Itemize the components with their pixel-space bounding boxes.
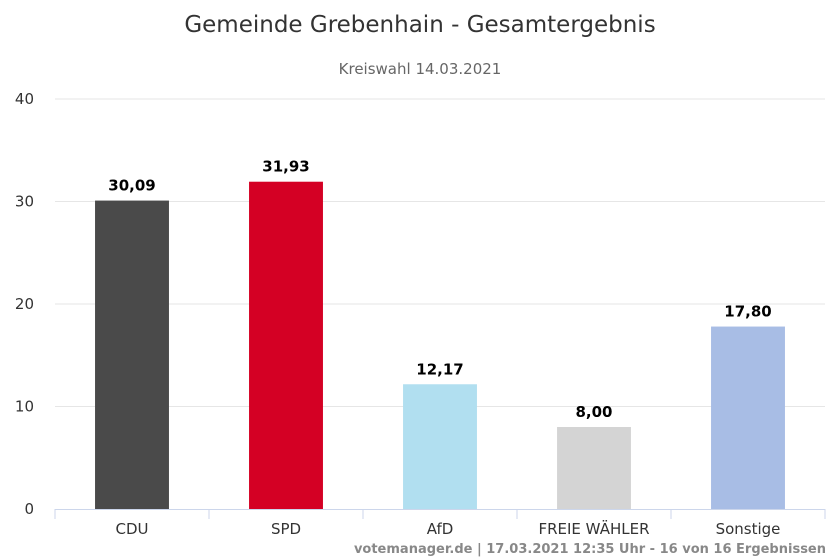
x-axis <box>54 509 826 519</box>
y-tick-label: 20 <box>15 295 34 313</box>
y-tick-label: 0 <box>24 500 34 518</box>
bar-value-label: 31,93 <box>262 158 309 176</box>
bar-cdu[interactable] <box>95 200 169 509</box>
bar-freie-wähler[interactable] <box>557 427 631 509</box>
y-tick-label: 10 <box>15 398 34 416</box>
credits-text[interactable]: votemanager.de | 17.03.2021 12:35 Uhr - … <box>354 542 826 557</box>
chart-subtitle: Kreiswahl 14.03.2021 <box>339 60 502 78</box>
x-category-label: FREIE WÄHLER <box>538 519 649 538</box>
bars <box>95 181 785 509</box>
y-tick-label: 40 <box>15 90 34 108</box>
bar-value-label: 30,09 <box>108 177 155 195</box>
y-axis-ticks: 0 10 20 30 40 <box>15 90 34 518</box>
x-category-label: SPD <box>271 520 301 538</box>
x-category-label: AfD <box>427 520 454 538</box>
bar-sonstige[interactable] <box>711 326 785 509</box>
data-labels: 30,09 31,93 12,17 8,00 17,80 <box>108 158 771 421</box>
chart-title: Gemeinde Grebenhain - Gesamtergebnis <box>184 12 655 38</box>
y-tick-label: 30 <box>15 193 34 211</box>
bar-value-label: 17,80 <box>724 303 771 321</box>
bar-spd[interactable] <box>249 181 323 509</box>
x-category-label: Sonstige <box>716 520 781 538</box>
category-labels: CDU SPD AfD FREIE WÄHLER Sonstige <box>115 519 780 538</box>
x-category-label: CDU <box>115 520 148 538</box>
bar-value-label: 8,00 <box>575 403 612 421</box>
bar-value-label: 12,17 <box>416 360 463 378</box>
bar-afd[interactable] <box>403 384 477 509</box>
